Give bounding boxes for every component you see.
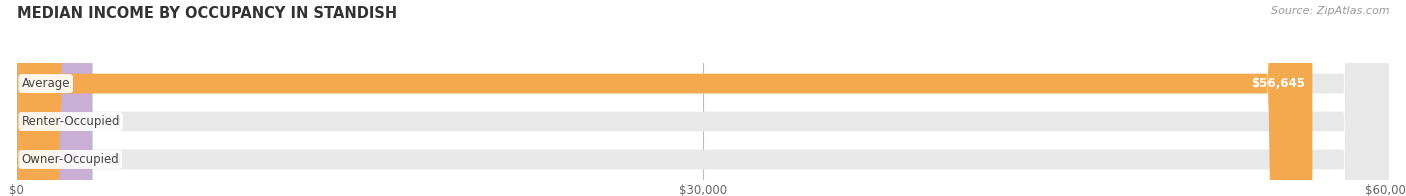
FancyBboxPatch shape — [17, 0, 1312, 196]
FancyBboxPatch shape — [17, 0, 1389, 196]
Text: MEDIAN INCOME BY OCCUPANCY IN STANDISH: MEDIAN INCOME BY OCCUPANCY IN STANDISH — [17, 6, 396, 21]
Text: $0: $0 — [105, 115, 121, 128]
FancyBboxPatch shape — [17, 0, 93, 196]
Text: Source: ZipAtlas.com: Source: ZipAtlas.com — [1271, 6, 1389, 16]
Text: Owner-Occupied: Owner-Occupied — [21, 153, 120, 166]
Text: $56,645: $56,645 — [1251, 77, 1306, 90]
Text: Average: Average — [21, 77, 70, 90]
FancyBboxPatch shape — [17, 0, 1389, 196]
Text: Renter-Occupied: Renter-Occupied — [21, 115, 120, 128]
Text: $0: $0 — [105, 153, 121, 166]
FancyBboxPatch shape — [17, 0, 93, 196]
FancyBboxPatch shape — [17, 0, 1389, 196]
